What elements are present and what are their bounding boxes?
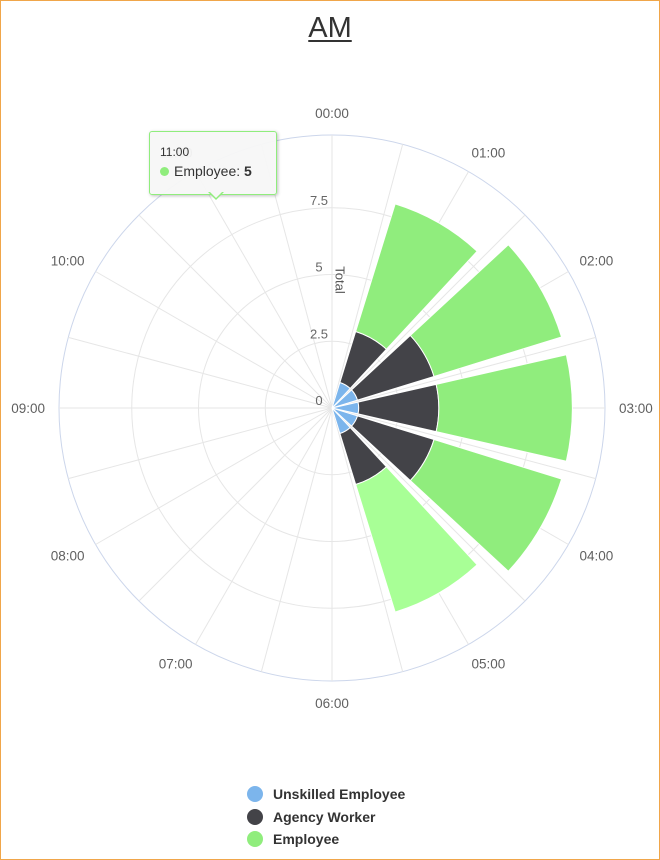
- legend-label: Agency Worker: [273, 808, 376, 825]
- x-tick-label-0700: 07:00: [159, 656, 193, 671]
- tooltip-time: 11:00: [160, 145, 190, 159]
- y-axis-title: Total: [333, 266, 348, 294]
- legend-item-agency-worker[interactable]: Agency Worker: [247, 806, 405, 829]
- grid-spoke-1: [331, 144, 404, 409]
- tooltip-series-dot: [160, 167, 169, 176]
- y-tick-label-1: 2.5: [310, 326, 328, 341]
- y-tick-label-3: 7.5: [310, 193, 328, 208]
- grid-spoke-17: [68, 407, 333, 480]
- tooltip-series-name: Employee: [174, 163, 237, 179]
- grid-spoke-5: [331, 336, 596, 409]
- grid-spoke-19: [68, 336, 333, 409]
- x-tick-label-0900: 09:00: [11, 401, 45, 416]
- grid-spoke-11: [331, 407, 404, 672]
- bar-employee-0700: [355, 203, 478, 350]
- bar-employee-1100: [355, 466, 478, 613]
- legend-label: Unskilled Employee: [273, 786, 406, 803]
- chart-legend: Unskilled Employee Agency Worker Employee: [247, 783, 405, 851]
- grid-spoke-9: [331, 407, 526, 602]
- tooltip-pointer-fill: [209, 191, 223, 198]
- legend-marker: [247, 808, 263, 825]
- grid-spoke-14: [195, 407, 333, 645]
- x-tick-label-0600: 06:00: [315, 696, 349, 711]
- grid-spoke-3: [331, 214, 526, 409]
- x-tick-label-0000: 00:00: [315, 106, 349, 121]
- chart-title: AM: [308, 12, 352, 44]
- tooltip-value: 5: [244, 163, 252, 179]
- legend-item-employee[interactable]: Employee: [247, 828, 405, 851]
- grid-spoke-16: [95, 407, 333, 545]
- x-tick-label-0100: 01:00: [472, 146, 506, 161]
- grid-spoke-13: [260, 407, 333, 672]
- bar-employee-1000: [409, 438, 563, 572]
- grid-spoke-7: [331, 407, 596, 480]
- bar-employee-0800: [409, 244, 563, 378]
- grid-spoke-15: [138, 407, 333, 602]
- x-tick-label-0400: 04:00: [579, 549, 613, 564]
- grid-spoke-21: [138, 214, 333, 409]
- x-tick-label-0300: 03:00: [619, 401, 653, 416]
- x-tick-label-0200: 02:00: [579, 254, 613, 269]
- grid-spoke-22: [195, 171, 333, 409]
- chart-bars: [331, 203, 573, 613]
- bar-employee-0900: [435, 354, 573, 462]
- y-tick-label-2: 5: [315, 260, 322, 275]
- y-tick-label-0: 0: [315, 393, 322, 408]
- legend-item-unskilled-employee[interactable]: Unskilled Employee: [247, 783, 405, 806]
- x-tick-label-0500: 05:00: [472, 656, 506, 671]
- legend-label: Employee: [273, 831, 340, 848]
- tooltip-row: Employee: 5: [160, 163, 252, 179]
- legend-marker: [247, 786, 263, 803]
- grid-spoke-20: [95, 271, 333, 409]
- x-tick-label-0800: 08:00: [51, 549, 85, 564]
- x-tick-label-1000: 10:00: [51, 254, 85, 269]
- legend-marker: [247, 831, 263, 848]
- tooltip: 11:00 Employee: 5: [149, 131, 277, 195]
